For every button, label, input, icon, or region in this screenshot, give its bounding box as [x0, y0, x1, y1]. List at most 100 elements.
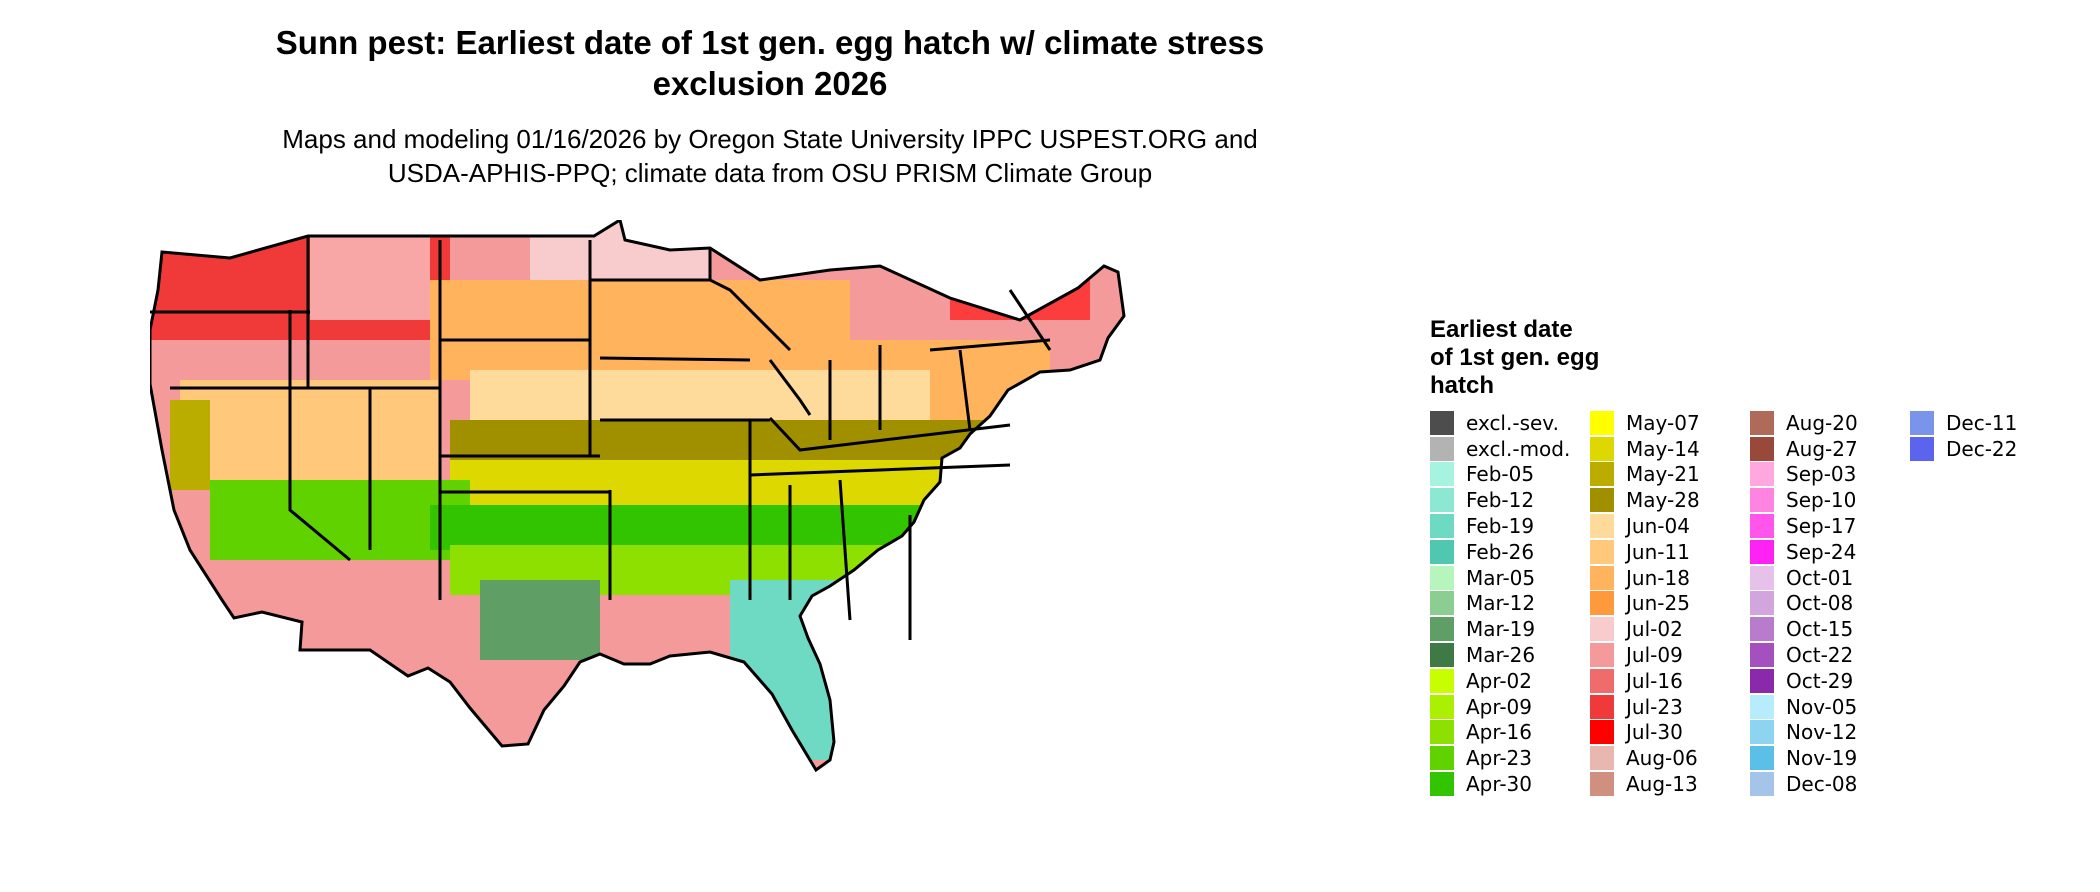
legend-item: Oct-29: [1750, 668, 1910, 694]
legend-label: excl.-mod.: [1466, 436, 1571, 461]
legend-item: Feb-19: [1430, 513, 1590, 539]
legend-label: May-28: [1626, 488, 1700, 513]
legend-swatch: [1590, 617, 1614, 642]
legend-swatch: [1430, 772, 1454, 797]
legend-item: Sep-24: [1750, 539, 1910, 565]
legend-item: Mar-19: [1430, 616, 1590, 642]
legend-item: Nov-12: [1750, 720, 1910, 746]
legend-item: Nov-05: [1750, 694, 1910, 720]
legend-label: Jul-23: [1626, 694, 1683, 719]
legend-label: Dec-11: [1946, 410, 2018, 435]
legend-swatch: [1910, 410, 1934, 435]
legend-item: Dec-11: [1910, 410, 2070, 436]
legend-item: Oct-22: [1750, 642, 1910, 668]
legend-label: Oct-15: [1786, 617, 1854, 642]
legend-swatch: [1590, 410, 1614, 435]
legend-item: Apr-16: [1430, 720, 1590, 746]
legend-label: Aug-06: [1626, 746, 1698, 771]
legend-title-line: hatch: [1430, 372, 1495, 399]
state-boundaries: [150, 220, 1126, 773]
legend-swatch: [1590, 488, 1614, 513]
legend-label: Sep-17: [1786, 514, 1857, 539]
legend-label: Dec-08: [1786, 772, 1858, 797]
legend-item: Jul-30: [1590, 720, 1750, 746]
legend-swatch: [1590, 643, 1614, 668]
legend-swatch: [1430, 488, 1454, 513]
legend-label: Mar-26: [1466, 643, 1536, 668]
legend-label: Sep-10: [1786, 488, 1857, 513]
legend-swatch: [1590, 668, 1614, 693]
legend-label: Dec-22: [1946, 436, 2018, 461]
legend-label: Jul-16: [1626, 668, 1683, 693]
legend-column: Aug-20 Aug-27 Sep-03 Sep-10 Sep-17 Sep-24 Oct-…: [1750, 410, 1910, 797]
legend-swatch: [1430, 643, 1454, 668]
legend-swatch: [1430, 565, 1454, 590]
legend-label: Apr-02: [1466, 668, 1532, 693]
legend-swatch: [1430, 436, 1454, 461]
legend-label: Jul-02: [1626, 617, 1683, 642]
legend-label: Aug-13: [1626, 772, 1698, 797]
legend-swatch: [1750, 462, 1774, 487]
legend-label: Apr-09: [1466, 694, 1532, 719]
legend-item: Jun-18: [1590, 565, 1750, 591]
legend-item: Nov-19: [1750, 745, 1910, 771]
legend-item: Aug-13: [1590, 771, 1750, 797]
legend-label: Oct-01: [1786, 565, 1854, 590]
legend-swatch: [1750, 617, 1774, 642]
legend-item: May-21: [1590, 462, 1750, 488]
legend-swatch: [1430, 539, 1454, 564]
legend-item: Feb-05: [1430, 462, 1590, 488]
legend-swatch: [1750, 436, 1774, 461]
legend-swatch: [1430, 462, 1454, 487]
legend-label: Jul-09: [1626, 643, 1683, 668]
legend-label: Oct-08: [1786, 591, 1854, 616]
legend-swatch: [1750, 643, 1774, 668]
legend-item: Oct-15: [1750, 616, 1910, 642]
legend-swatch: [1750, 746, 1774, 771]
legend-label: Nov-05: [1786, 694, 1858, 719]
legend-swatch: [1430, 746, 1454, 771]
legend-column: May-07 May-14 May-21 May-28 Jun-04 Jun-11 Jun-…: [1590, 410, 1750, 797]
legend-label: Apr-16: [1466, 720, 1532, 745]
legend-swatch: [1590, 436, 1614, 461]
legend-swatch: [1750, 539, 1774, 564]
legend-swatch: [1910, 436, 1934, 461]
legend-title: Earliest date of 1st gen. egg hatch: [1430, 316, 1650, 400]
legend-item: May-07: [1590, 410, 1750, 436]
map-subtitle: Maps and modeling 01/16/2026 by Oregon S…: [150, 122, 1390, 190]
legend-item: Oct-08: [1750, 591, 1910, 617]
legend-label: Jul-30: [1626, 720, 1683, 745]
legend-item: excl.-mod.: [1430, 436, 1590, 462]
legend-item: Apr-23: [1430, 745, 1590, 771]
legend-label: Jun-25: [1626, 591, 1690, 616]
legend-swatch: [1750, 591, 1774, 616]
legend-swatch: [1750, 514, 1774, 539]
legend-column: excl.-sev. excl.-mod. Feb-05 Feb-12 Feb-19 Fe…: [1430, 410, 1590, 797]
legend-label: excl.-sev.: [1466, 410, 1559, 435]
legend-item: Jun-04: [1590, 513, 1750, 539]
legend-item: Jun-11: [1590, 539, 1750, 565]
legend-label: Nov-19: [1786, 746, 1858, 771]
legend-label: Feb-12: [1466, 488, 1535, 513]
legend-item: Jul-02: [1590, 616, 1750, 642]
legend-item: Feb-26: [1430, 539, 1590, 565]
legend-label: Feb-05: [1466, 462, 1535, 487]
legend-item: Mar-26: [1430, 642, 1590, 668]
legend-label: Jun-04: [1626, 514, 1690, 539]
legend-item: Feb-12: [1430, 487, 1590, 513]
legend-label: Sep-03: [1786, 462, 1857, 487]
legend-label: Mar-19: [1466, 617, 1536, 642]
legend-label: Mar-12: [1466, 591, 1536, 616]
legend-swatch: [1750, 694, 1774, 719]
legend-label: Feb-26: [1466, 539, 1535, 564]
legend-item: Jul-16: [1590, 668, 1750, 694]
legend-item: Oct-01: [1750, 565, 1910, 591]
legend-label: Jun-11: [1626, 539, 1690, 564]
legend-title-line: of 1st gen. egg: [1430, 344, 1600, 371]
legend-swatch: [1590, 514, 1614, 539]
legend-item: Sep-10: [1750, 487, 1910, 513]
legend-swatch: [1590, 539, 1614, 564]
legend-swatch: [1750, 488, 1774, 513]
legend-item: Apr-30: [1430, 771, 1590, 797]
legend-label: Oct-29: [1786, 668, 1854, 693]
